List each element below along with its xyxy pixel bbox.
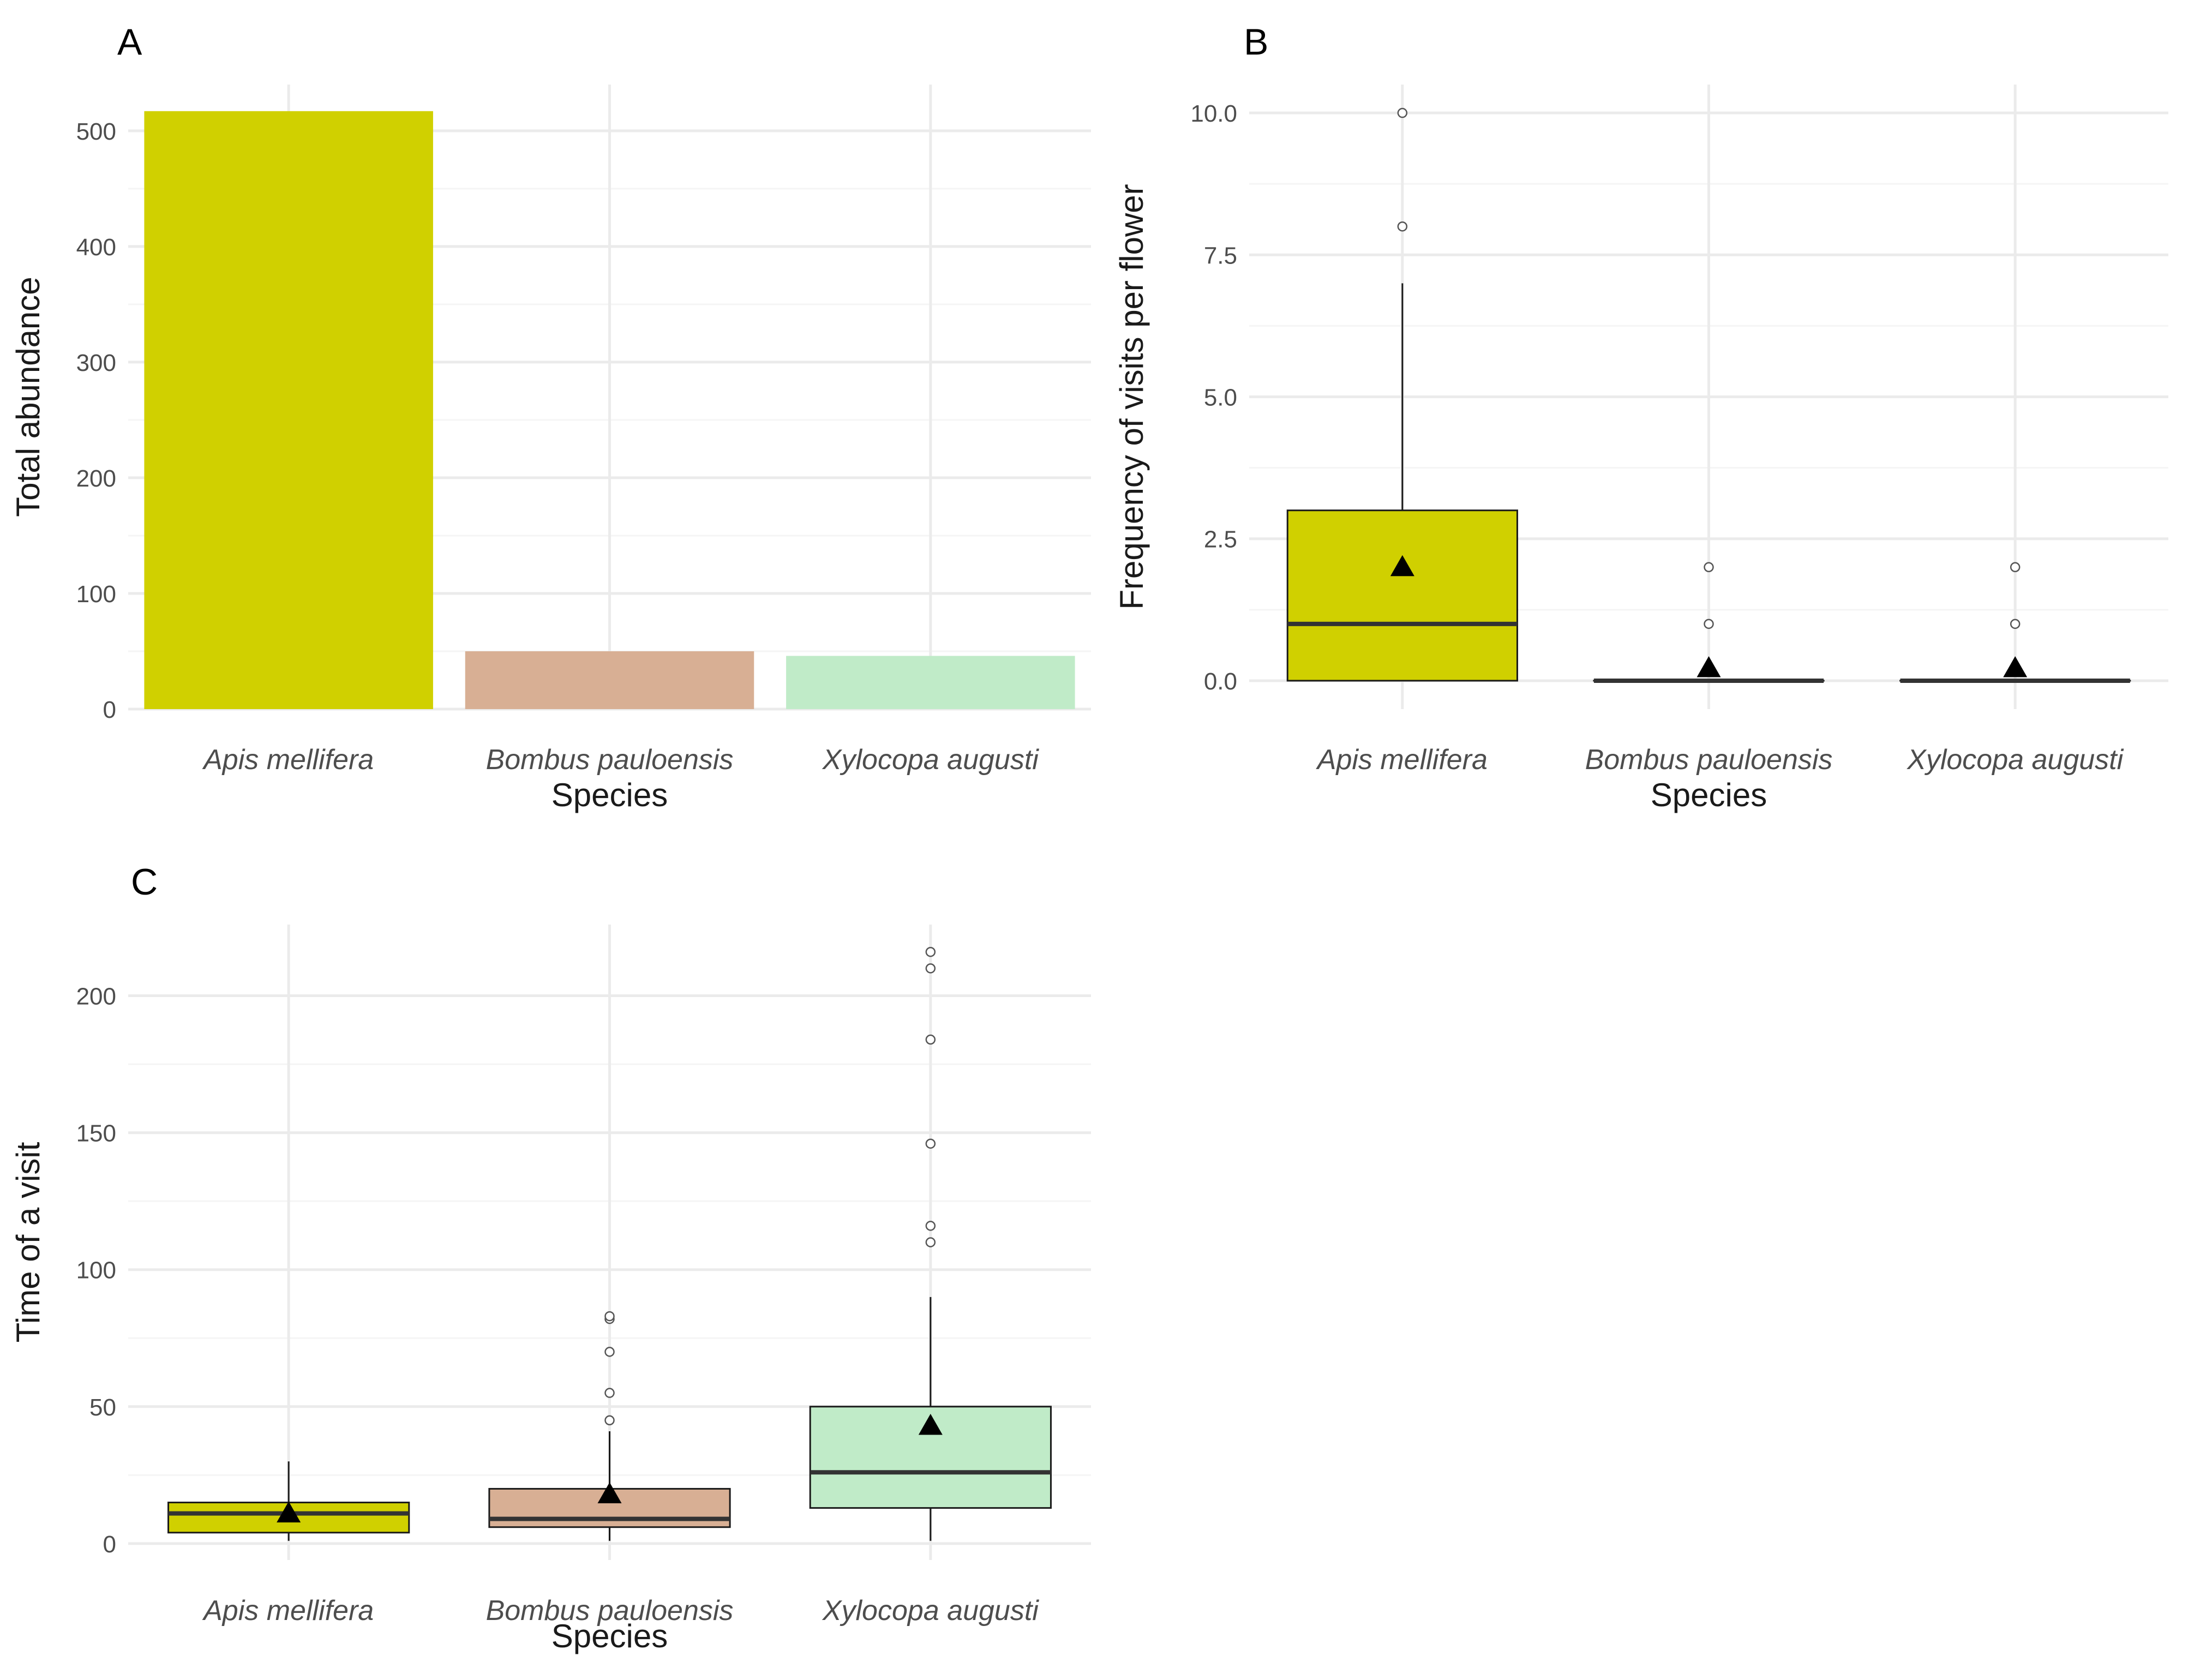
y-tick-label: 5.0 — [1204, 385, 1237, 411]
outlier-point — [925, 946, 936, 957]
panel-label: B — [1244, 21, 1268, 63]
y-tick-label: 150 — [76, 1120, 116, 1147]
outlier-point — [1704, 619, 1714, 629]
y-tick-label: 300 — [76, 350, 116, 376]
y-tick-label: 7.5 — [1204, 242, 1237, 269]
outlier-point — [2010, 562, 2021, 573]
x-tick-label-xylocopa-augusti: Xylocopa augusti — [822, 1595, 1039, 1627]
outlier-point — [925, 1034, 936, 1045]
panel-label: A — [117, 21, 142, 63]
outlier-point — [925, 1237, 936, 1247]
outlier-point — [925, 1138, 936, 1149]
outlier-point — [925, 1221, 936, 1231]
outlier-point — [604, 1415, 615, 1426]
y-tick-label: 200 — [76, 983, 116, 1010]
y-axis-title: Total abundance — [10, 277, 46, 517]
y-tick-label: 200 — [76, 465, 116, 492]
y-tick-label: 100 — [76, 1257, 116, 1284]
y-tick-label: 50 — [89, 1394, 116, 1421]
y-tick-label: 0 — [103, 1531, 116, 1558]
bar-bombus-pauloensis — [465, 651, 754, 709]
outlier-point — [1397, 221, 1408, 232]
x-axis-title: Species — [1651, 777, 1767, 813]
y-tick-label: 2.5 — [1204, 526, 1237, 553]
outlier-point — [604, 1311, 615, 1322]
panel-label: C — [131, 861, 158, 903]
x-tick-label-bombus-pauloensis: Bombus pauloensis — [486, 1595, 734, 1627]
bar-xylocopa-augusti — [786, 656, 1075, 709]
outlier-point — [925, 963, 936, 974]
outlier-point — [2010, 619, 2021, 629]
outlier-point — [604, 1388, 615, 1398]
x-tick-label-apis-mellifera: Apis mellifera — [202, 1595, 374, 1627]
y-tick-label: 0 — [103, 697, 116, 723]
panel-a: 0 100 200 300 400 500 Apis mellifera Bombus pau… — [10, 21, 1091, 813]
x-axis-title: Species — [551, 777, 668, 813]
mean-marker — [918, 1413, 943, 1435]
outlier-point — [604, 1347, 615, 1357]
bar-apis-mellifera — [144, 111, 433, 709]
x-tick-label-bombus-pauloensis: Bombus pauloensis — [486, 744, 734, 776]
y-tick-label: 0.0 — [1204, 668, 1237, 695]
y-tick-label: 500 — [76, 118, 116, 145]
y-tick-label: 400 — [76, 234, 116, 261]
y-axis-title: Time of a visit — [10, 1142, 46, 1342]
mean-marker — [597, 1482, 622, 1503]
x-tick-label-xylocopa-augusti: Xylocopa augusti — [1907, 744, 2124, 776]
mean-marker — [277, 1501, 301, 1523]
y-tick-label: 10.0 — [1190, 100, 1237, 127]
y-tick-label: 100 — [76, 581, 116, 608]
x-tick-label-apis-mellifera: Apis mellifera — [202, 744, 374, 776]
outlier-point — [1397, 107, 1408, 118]
x-axis-title: Species — [551, 1618, 668, 1654]
panel-b: 0.0 2.5 5.0 7.5 10.0 Apis mellifera Bombus pau… — [1113, 21, 2168, 813]
mean-marker — [1390, 555, 1414, 577]
box-apis-mellifera — [1286, 509, 1518, 682]
x-tick-label-bombus-pauloensis: Bombus pauloensis — [1585, 744, 1833, 776]
x-tick-label-xylocopa-augusti: Xylocopa augusti — [822, 744, 1039, 776]
x-tick-label-apis-mellifera: Apis mellifera — [1316, 744, 1488, 776]
panel-c: 0 50 100 150 200 Apis mellifera Bombus pauloen… — [10, 861, 1091, 1654]
y-axis-title: Frequency of visits per flower — [1113, 184, 1150, 609]
mean-marker — [2003, 656, 2028, 677]
outlier-point — [1704, 562, 1714, 573]
mean-marker — [1697, 656, 1721, 677]
